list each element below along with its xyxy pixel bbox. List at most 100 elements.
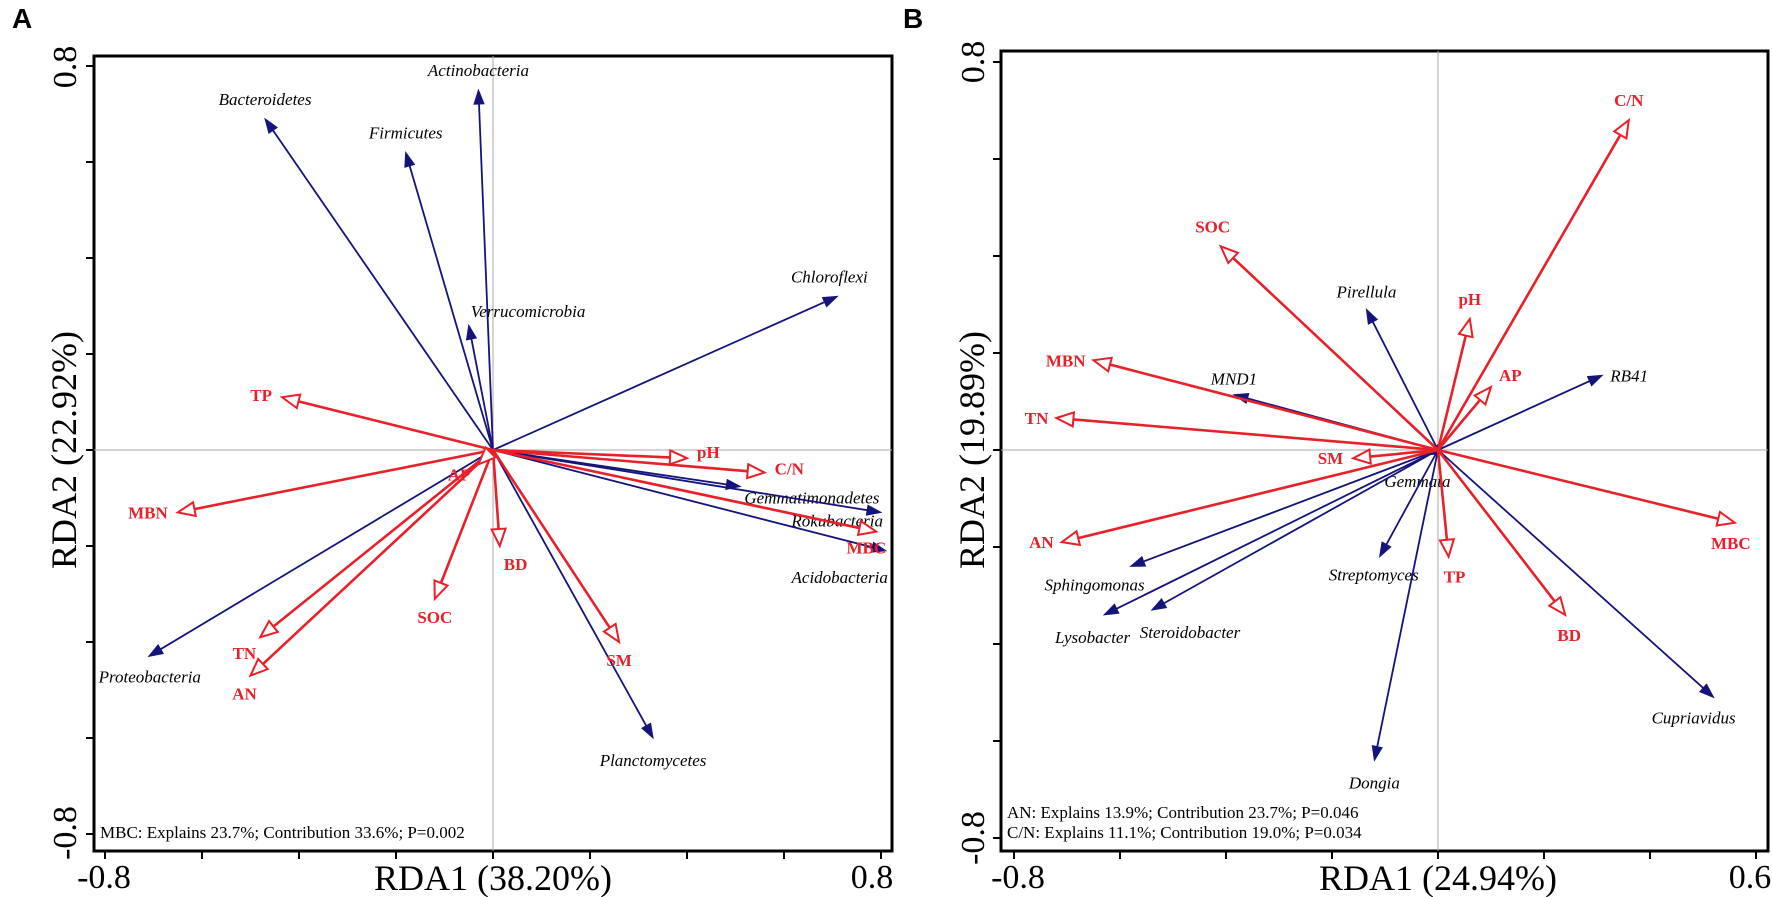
env-vector-sm: SM — [491, 449, 632, 670]
species-label: Bacteroidetes — [219, 90, 312, 109]
x-tick-label: -0.8 — [77, 859, 131, 896]
y-tick-label: 0.8 — [955, 41, 992, 84]
x-axis-title: RDA1 (24.94%) — [1319, 858, 1557, 897]
species-vector-proteobacteria: Proteobacteria — [98, 449, 494, 686]
arrowhead-mark — [865, 504, 883, 516]
species-vector-pirellula: Pirellula — [1336, 282, 1439, 451]
species-vector-chloroflexi: Chloroflexi — [492, 267, 868, 451]
species-vector-firmicutes: Firmicutes — [368, 123, 494, 451]
species-label: Gemmatimonadetes — [744, 488, 879, 507]
vectors: Actinobacteria Bacteroidetes Firmicutes Ver… — [98, 61, 888, 770]
x-tick-label: 0.6 — [1729, 859, 1772, 896]
env-vector-mbc: MBC — [492, 448, 886, 558]
vector-line — [1437, 376, 1598, 451]
env-label: SM — [1318, 449, 1344, 468]
vector-line — [492, 449, 651, 734]
env-label: TP — [250, 386, 272, 405]
env-vector-ap: AP — [448, 445, 498, 484]
env-label: AP — [1499, 366, 1522, 385]
species-label: Dongia — [1348, 773, 1400, 792]
arrowhead-mark — [404, 150, 416, 168]
species-label: Steroidobacter — [1140, 623, 1241, 642]
vector-line — [491, 449, 500, 530]
arrowhead-mark — [1698, 683, 1715, 699]
arrowhead-mark — [175, 500, 198, 518]
species-label: Sphingomonas — [1044, 575, 1145, 594]
species-label: Gemmata — [1384, 472, 1450, 491]
env-vector-soc: SOC — [417, 449, 495, 627]
arrowhead-mark — [1090, 356, 1114, 374]
arrowhead-mark — [1150, 597, 1168, 611]
arrowhead-mark — [1586, 374, 1604, 387]
env-label: SM — [606, 651, 632, 670]
vector-line — [298, 400, 494, 452]
axis-ticks — [993, 61, 1757, 859]
species-vector-rb41: RB41 — [1437, 366, 1648, 451]
vector-line — [406, 157, 494, 451]
vector-line — [1109, 363, 1439, 452]
env-vector-ph: pH — [1436, 290, 1481, 451]
species-label: Pirellula — [1336, 282, 1397, 301]
annotation: AN: Explains 13.9%; Contribution 23.7%; … — [1007, 803, 1358, 822]
species-label: MND1 — [1210, 370, 1257, 389]
arrowhead-mark — [1378, 541, 1392, 559]
arrowhead-mark — [1059, 529, 1082, 547]
env-label: TN — [233, 644, 257, 663]
arrowhead-mark — [465, 323, 478, 341]
env-vector-tp: TP — [250, 386, 494, 452]
vector-line — [1109, 449, 1439, 614]
vector-line — [194, 448, 494, 511]
env-label: MBC — [846, 539, 886, 558]
arrowhead-mark — [821, 295, 839, 308]
x-tick-label: -0.8 — [991, 859, 1045, 896]
x-tick-label: 0.8 — [851, 859, 894, 896]
species-vector-cupriavidus: Cupriavidus — [1437, 449, 1736, 727]
vector-line — [153, 449, 494, 655]
env-vector-c-n: C/N — [492, 448, 805, 480]
species-label: Lysobacter — [1054, 628, 1130, 647]
env-vector-sm: SM — [1318, 448, 1439, 468]
arrowhead-mark — [1612, 117, 1631, 141]
env-label: C/N — [1614, 91, 1644, 110]
species-vector-actinobacteria: Actinobacteria — [427, 61, 529, 451]
species-label: Firmicutes — [368, 123, 443, 142]
species-vector-planctomycetes: Planctomycetes — [492, 449, 707, 770]
env-vector-mbc: MBC — [1437, 448, 1751, 553]
arrowhead-mark — [476, 445, 498, 467]
env-vector-an: AN — [232, 449, 494, 704]
arrowhead-mark — [1371, 745, 1383, 762]
species-label: Streptomyces — [1329, 566, 1419, 585]
vector-line — [1437, 399, 1482, 451]
arrowhead-mark — [433, 578, 450, 602]
env-vector-c-n: C/N — [1436, 91, 1644, 451]
arrowhead-mark — [870, 541, 888, 553]
y-axis-title: RDA2 (22.92%) — [44, 331, 84, 569]
vector-line — [1436, 335, 1468, 451]
y-tick-label: 0.8 — [47, 46, 84, 89]
arrowhead-mark — [258, 619, 280, 639]
env-vector-tn: TN — [1025, 409, 1439, 452]
vector-line — [1156, 449, 1439, 608]
env-label: TP — [1444, 568, 1466, 587]
env-label: pH — [697, 443, 720, 462]
arrowhead-mark — [147, 644, 165, 658]
env-label: pH — [1458, 290, 1481, 309]
vector-line — [1437, 448, 1719, 520]
vector-line — [1381, 449, 1439, 552]
arrowhead-mark — [1472, 384, 1493, 407]
vector-line — [1374, 449, 1439, 755]
species-label: Planctomycetes — [599, 751, 707, 770]
vector-line — [1073, 418, 1439, 452]
species-label: Cupriavidus — [1652, 708, 1736, 727]
arrowhead-mark — [1053, 411, 1076, 428]
env-label: TN — [1025, 409, 1049, 428]
annotation: MBC: Explains 23.7%; Contribution 33.6%;… — [100, 823, 465, 842]
env-vector-bd: BD — [1436, 449, 1581, 645]
env-vector-soc: SOC — [1195, 217, 1439, 451]
arrowhead-mark — [1438, 537, 1456, 560]
arrowhead-mark — [1365, 308, 1379, 325]
arrowhead-mark — [1350, 448, 1372, 465]
arrowhead-mark — [745, 462, 768, 480]
arrowhead-mark — [668, 448, 690, 466]
